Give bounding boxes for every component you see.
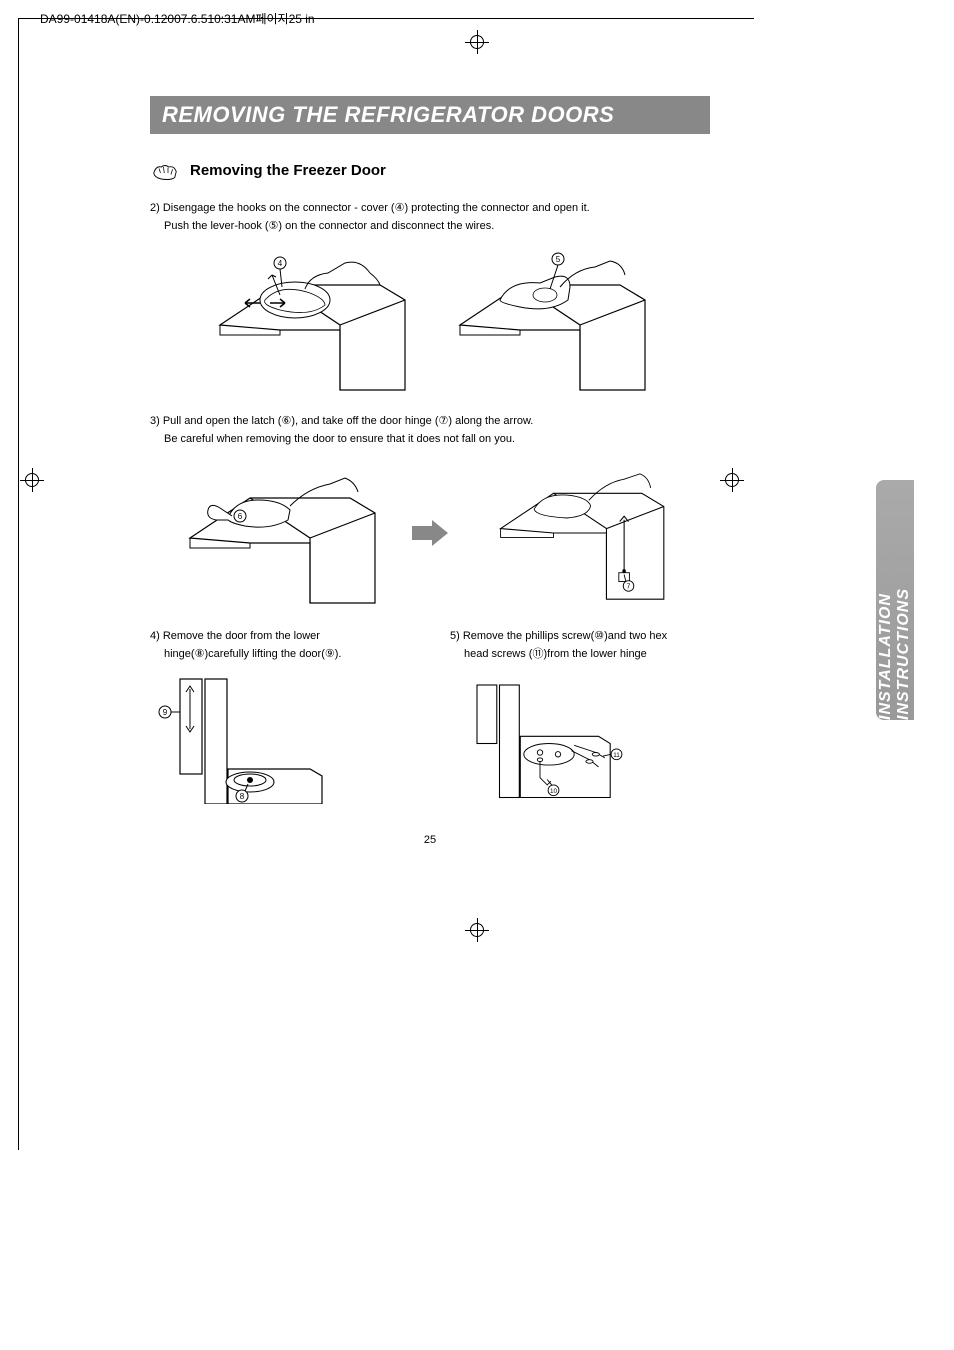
registration-mark-right bbox=[722, 470, 742, 490]
print-meta: DA99-01418A(EN)-0.12007.6.510:31AM페이지25 … bbox=[40, 10, 315, 27]
section-title: Removing the Freezer Door bbox=[190, 162, 386, 179]
diagram-4: 4 bbox=[210, 245, 410, 395]
step-3: 3) Pull and open the latch (⑥), and take… bbox=[150, 413, 710, 448]
page-content: REMOVING THE REFRIGERATOR DOORS Removing… bbox=[150, 96, 710, 846]
registration-mark-bottom bbox=[467, 920, 487, 940]
callout-10-label: 10 bbox=[550, 788, 558, 795]
step-4-cont: hinge(⑧)carefully lifting the door(⑨). bbox=[150, 646, 410, 664]
page-title: REMOVING THE REFRIGERATOR DOORS bbox=[150, 96, 710, 134]
step-4-col: 4) Remove the door from the lower hinge(… bbox=[150, 628, 410, 803]
step-2: 2) Disengage the hooks on the connector … bbox=[150, 200, 710, 235]
step-2-diagrams: 4 5 bbox=[150, 245, 710, 395]
callout-5-label: 5 bbox=[556, 255, 561, 264]
callout-6-label: 6 bbox=[238, 512, 243, 521]
step-2-text: 2) Disengage the hooks on the connector … bbox=[150, 202, 590, 214]
step-5-text: 5) Remove the phillips screw(⑩)and two h… bbox=[450, 630, 667, 642]
registration-mark-left bbox=[22, 470, 42, 490]
diagram-5: 5 bbox=[450, 245, 650, 395]
steps-4-5: 4) Remove the door from the lower hinge(… bbox=[150, 628, 710, 803]
hand-icon bbox=[150, 158, 180, 182]
page-number: 25 bbox=[150, 834, 710, 846]
arrow-icon bbox=[410, 518, 450, 548]
callout-9-label: 9 bbox=[163, 708, 168, 717]
diagram-10-11: 10 11 bbox=[450, 674, 630, 804]
section-header: Removing the Freezer Door bbox=[150, 158, 710, 182]
callout-8-label: 8 bbox=[240, 792, 245, 801]
sidebar-label: INSTALLATION INSTRUCTIONS bbox=[877, 480, 913, 720]
step-3-text: 3) Pull and open the latch (⑥), and take… bbox=[150, 415, 533, 427]
step-5-col: 5) Remove the phillips screw(⑩)and two h… bbox=[450, 628, 710, 803]
diagram-8-9: 9 8 bbox=[150, 674, 330, 804]
step-3-cont: Be careful when removing the door to ens… bbox=[150, 431, 710, 449]
callout-4-label: 4 bbox=[278, 259, 283, 268]
step-4-text: 4) Remove the door from the lower bbox=[150, 630, 320, 642]
sidebar-tab: INSTALLATION INSTRUCTIONS bbox=[876, 480, 914, 720]
callout-7-label: 7 bbox=[627, 584, 631, 591]
diagram-7: 7 bbox=[480, 458, 680, 608]
step-5-cont: head screws (⑪)from the lower hinge bbox=[450, 646, 710, 664]
callout-11-label: 11 bbox=[613, 752, 620, 759]
registration-mark-top bbox=[467, 32, 487, 52]
step-2-cont: Push the lever-hook (⑤) on the connector… bbox=[150, 218, 710, 236]
step-3-diagrams: 6 7 bbox=[150, 458, 710, 608]
diagram-6: 6 bbox=[180, 458, 380, 608]
